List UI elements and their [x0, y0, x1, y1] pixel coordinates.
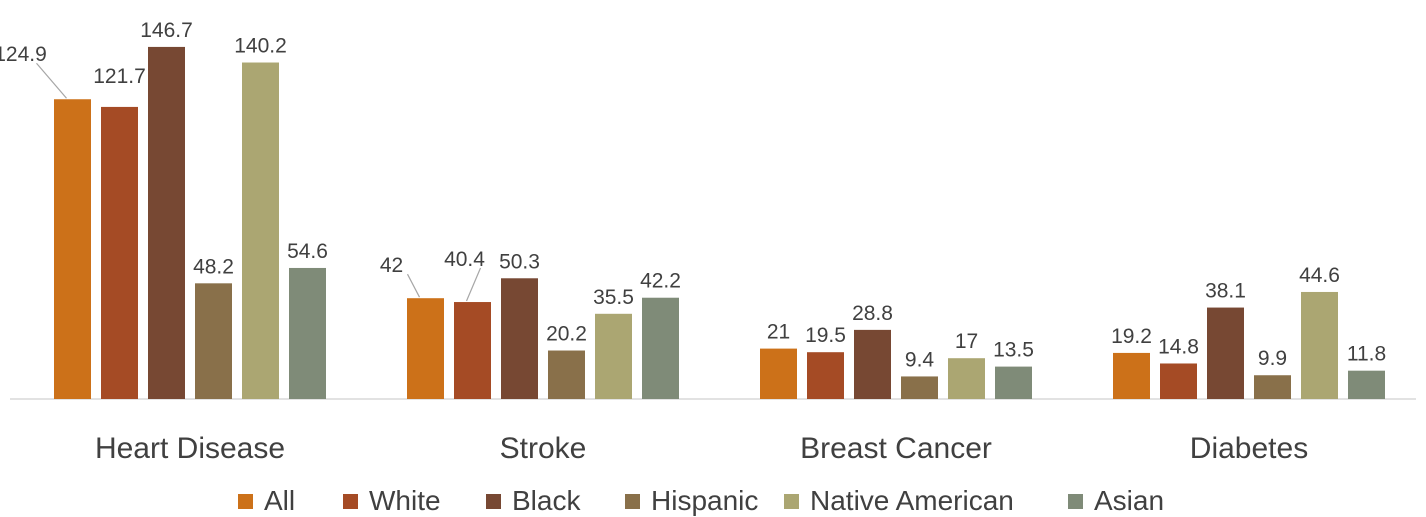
bar-2-0 [760, 348, 797, 399]
bar-3-4 [1301, 291, 1338, 399]
bar-1-5 [642, 297, 679, 399]
bar-2-1 [807, 352, 844, 399]
data-label-3-5: 11.8 [1347, 343, 1386, 366]
legend-label-0: All [264, 485, 295, 516]
category-label-1: Stroke [500, 432, 587, 465]
data-label-0-0: 124.9 [0, 43, 47, 66]
bar-0-3 [195, 283, 232, 399]
bar-0-4 [242, 62, 279, 400]
data-label-2-2: 28.8 [852, 302, 893, 325]
bar-0-2 [148, 46, 185, 400]
data-label-3-2: 38.1 [1205, 280, 1246, 303]
data-label-1-5: 42.2 [640, 270, 681, 293]
data-label-1-3: 20.2 [546, 323, 587, 346]
legend-swatch-1 [343, 494, 358, 509]
legend-swatch-0 [238, 494, 253, 509]
bar-1-0 [407, 298, 444, 399]
category-label-2: Breast Cancer [800, 432, 992, 465]
legend-label-3: Hispanic [651, 485, 758, 516]
data-label-2-1: 19.5 [805, 324, 846, 347]
bar-3-1 [1160, 363, 1197, 399]
bar-3-0 [1113, 352, 1150, 399]
bar-2-5 [995, 366, 1032, 399]
bar-3-2 [1207, 307, 1244, 399]
data-label-1-4: 35.5 [593, 286, 634, 309]
bar-2-3 [901, 376, 938, 399]
category-label-3: Diabetes [1190, 432, 1308, 465]
legend-label-1: White [369, 485, 441, 516]
category-label-0: Heart Disease [95, 432, 285, 465]
legend-label-5: Asian [1094, 485, 1164, 516]
leader-line-0-0 [36, 62, 67, 99]
legend-swatch-3 [625, 494, 640, 509]
data-label-1-0: 42 [380, 254, 403, 277]
data-label-3-0: 19.2 [1111, 325, 1152, 348]
data-label-0-1: 121.7 [93, 65, 146, 88]
data-label-0-5: 54.6 [287, 240, 328, 263]
bar-3-3 [1254, 375, 1291, 399]
data-label-3-1: 14.8 [1158, 335, 1199, 358]
bar-1-3 [548, 350, 585, 399]
data-label-1-2: 50.3 [499, 250, 540, 273]
data-label-2-5: 13.5 [993, 339, 1034, 362]
bar-0-1 [101, 106, 138, 400]
leader-line-1-1 [465, 267, 482, 302]
legend-label-2: Black [512, 485, 581, 516]
bar-1-1 [454, 302, 491, 399]
data-label-0-3: 48.2 [193, 255, 234, 278]
data-label-0-2: 146.7 [140, 19, 193, 42]
bar-3-5 [1348, 370, 1385, 399]
bar-0-0 [54, 99, 91, 400]
legend-label-4: Native American [810, 485, 1014, 516]
legend-swatch-2 [486, 494, 501, 509]
data-label-3-3: 9.9 [1258, 347, 1287, 370]
bar-2-4 [948, 358, 985, 399]
data-label-1-1: 40.4 [444, 248, 485, 271]
data-label-3-4: 44.6 [1299, 264, 1340, 287]
data-label-2-3: 9.4 [905, 348, 935, 371]
data-label-2-4: 17 [955, 330, 978, 353]
legend-swatch-5 [1068, 494, 1083, 509]
bar-1-2 [501, 278, 538, 399]
bar-0-5 [289, 267, 326, 399]
data-label-0-4: 140.2 [234, 35, 287, 58]
bar-1-4 [595, 313, 632, 399]
bar-2-2 [854, 329, 891, 399]
legend-swatch-4 [784, 494, 799, 509]
data-label-2-0: 21 [767, 321, 790, 344]
leader-line-1-0 [406, 273, 421, 298]
